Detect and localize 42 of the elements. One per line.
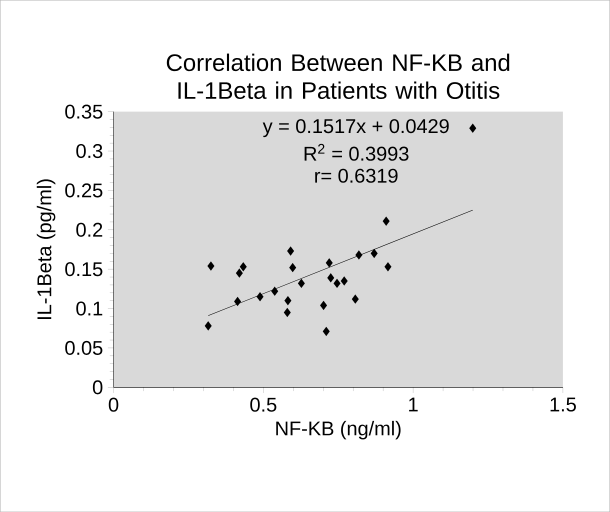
point [236,268,243,278]
point [384,262,392,272]
y-tick-label: 0.25 [65,183,102,198]
point [298,278,305,288]
x-tick-label: 1 [409,398,418,412]
point [204,321,212,330]
annotation: y = 0.1517x + 0.0429 [262,119,449,138]
point [382,216,390,226]
annotation: r= 0.6319 [315,168,398,183]
point [340,276,348,286]
point [370,248,378,258]
y-tick-label: 0.2 [76,222,102,237]
point [320,300,328,310]
point [271,286,278,296]
point [284,308,291,317]
point [287,246,294,256]
y-tick-label: 0.3 [76,144,102,158]
y-tick-label: 0.35 [65,104,102,119]
x-axis-title: NF-KB (ng/ml) [276,420,401,440]
point [326,258,333,268]
point [355,250,362,260]
point [334,278,340,288]
point [207,261,214,270]
x-tick-label: 1.5 [550,398,576,412]
y-tick-label: 0 [92,380,102,394]
annotation: R$^{2}$ = 0.3993 [304,144,408,161]
point [327,273,334,282]
x-tick-label: 0 [108,398,118,412]
point [256,292,264,302]
y-tick-label: 0.05 [65,340,102,355]
point [352,294,359,304]
point [469,124,476,133]
point [289,262,296,272]
point [322,326,330,336]
chart-title: Correlation Between NF-KB and IL-1Beta in Patients with Otitis [166,53,510,99]
point [240,262,247,272]
y-axis-title: IL-1Beta (pg/ml) [36,179,56,319]
x-tick-label: 0.5 [250,398,276,412]
point [284,296,292,306]
y-tick-label: 0.15 [65,262,102,276]
y-tick-label: 0.1 [76,301,102,316]
point [234,296,242,306]
